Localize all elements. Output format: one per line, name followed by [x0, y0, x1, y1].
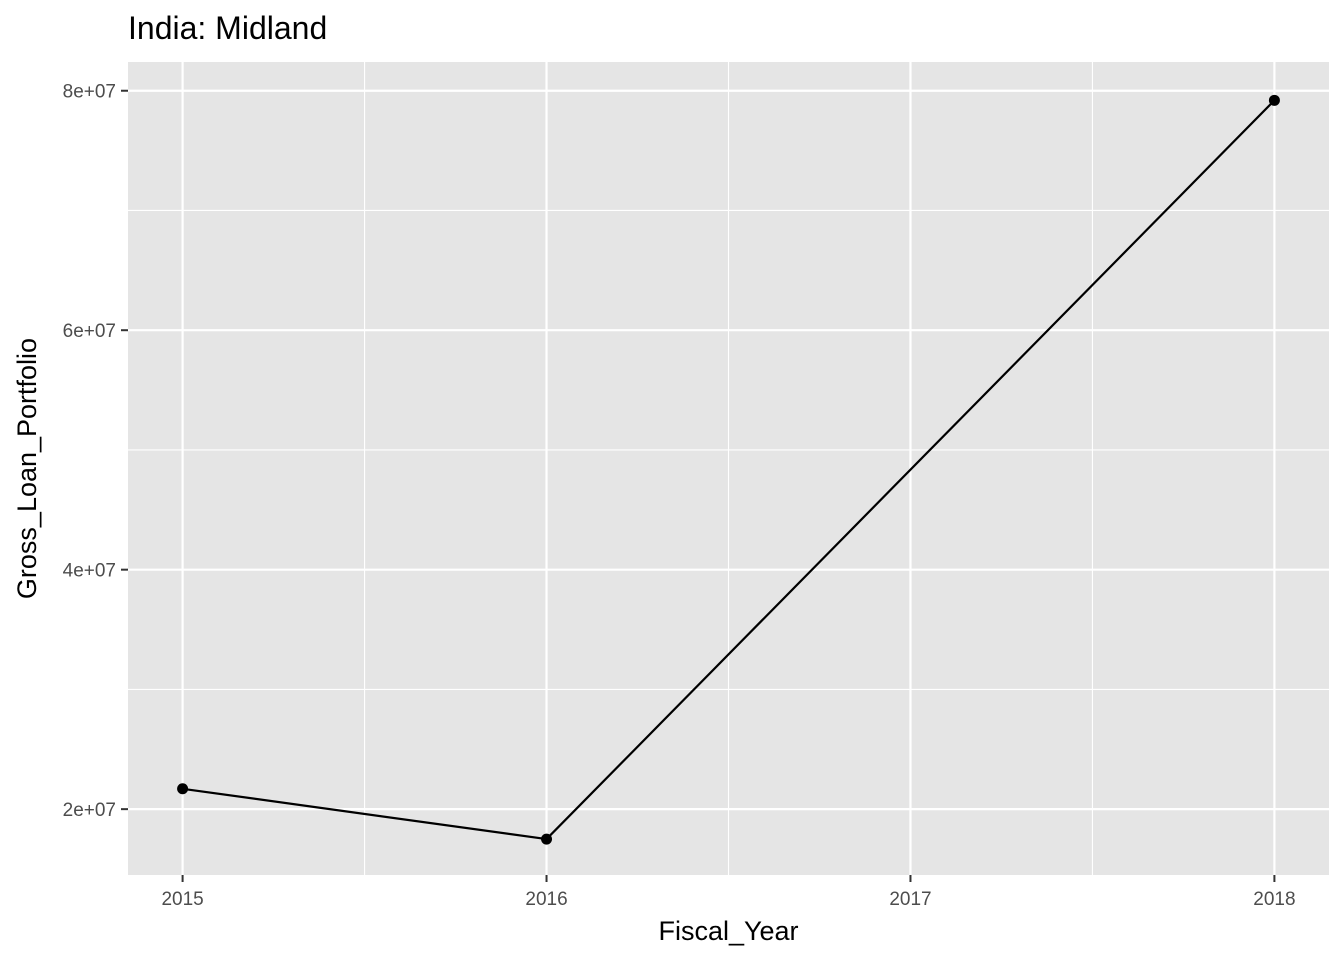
y-tick-label: 8e+07 — [63, 82, 116, 103]
chart-title: India: Midland — [128, 10, 327, 46]
y-tick-label: 4e+07 — [63, 561, 116, 582]
x-axis-title: Fiscal_Year — [658, 916, 798, 946]
x-tick-label: 2015 — [161, 889, 203, 910]
series-layer — [177, 94, 1280, 845]
x-tick-label: 2016 — [525, 889, 567, 910]
y-axis-title: Gross_Loan_Portfolio — [12, 338, 42, 599]
x-tick-label: 2017 — [889, 889, 931, 910]
data-point — [541, 833, 553, 845]
x-axis: 2015 2016 2017 2018 — [161, 875, 1296, 910]
minor-gridlines — [128, 62, 1329, 875]
data-point — [1268, 94, 1280, 106]
data-point — [177, 783, 189, 795]
x-tick-label: 2018 — [1253, 889, 1295, 910]
y-tick-label: 2e+07 — [63, 800, 116, 821]
y-axis: 2e+07 4e+07 6e+07 8e+07 — [63, 82, 128, 821]
y-tick-label: 6e+07 — [63, 321, 116, 342]
